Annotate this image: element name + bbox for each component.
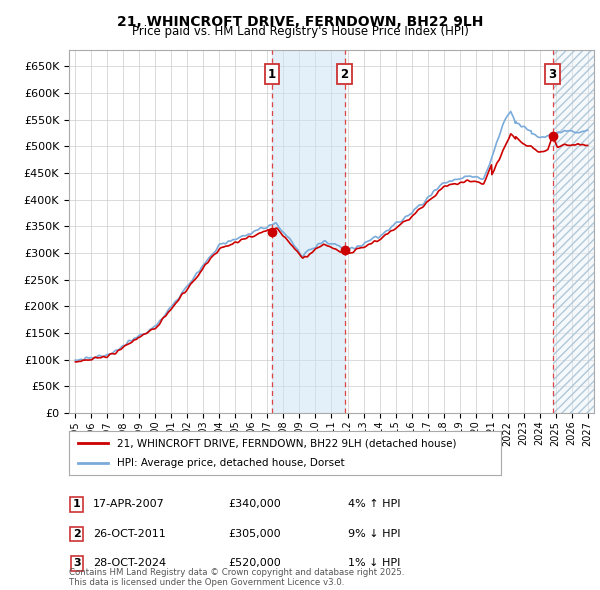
Bar [272, 50, 344, 413]
Text: 21, WHINCROFT DRIVE, FERNDOWN, BH22 9LH: 21, WHINCROFT DRIVE, FERNDOWN, BH22 9LH [117, 15, 483, 29]
Text: £340,000: £340,000 [228, 500, 281, 509]
Text: Price paid vs. HM Land Registry's House Price Index (HPI): Price paid vs. HM Land Registry's House … [131, 25, 469, 38]
Text: 17-APR-2007: 17-APR-2007 [93, 500, 165, 509]
Text: Contains HM Land Registry data © Crown copyright and database right 2025.
This d: Contains HM Land Registry data © Crown c… [69, 568, 404, 587]
Text: £305,000: £305,000 [228, 529, 281, 539]
Text: 4% ↑ HPI: 4% ↑ HPI [348, 500, 401, 509]
Bar [553, 50, 594, 413]
Text: 2: 2 [341, 68, 349, 81]
Text: HPI: Average price, detached house, Dorset: HPI: Average price, detached house, Dors… [116, 458, 344, 467]
Text: 26-OCT-2011: 26-OCT-2011 [93, 529, 166, 539]
Text: 2: 2 [73, 529, 80, 539]
Text: 3: 3 [73, 559, 80, 568]
Text: 3: 3 [548, 68, 557, 81]
Text: 1% ↓ HPI: 1% ↓ HPI [348, 559, 400, 568]
Text: 1: 1 [268, 68, 276, 81]
Text: 28-OCT-2024: 28-OCT-2024 [93, 559, 166, 568]
Text: 1: 1 [73, 500, 80, 509]
Text: £520,000: £520,000 [228, 559, 281, 568]
Bar [553, 50, 594, 413]
Text: 21, WHINCROFT DRIVE, FERNDOWN, BH22 9LH (detached house): 21, WHINCROFT DRIVE, FERNDOWN, BH22 9LH … [116, 438, 456, 448]
Text: 9% ↓ HPI: 9% ↓ HPI [348, 529, 401, 539]
